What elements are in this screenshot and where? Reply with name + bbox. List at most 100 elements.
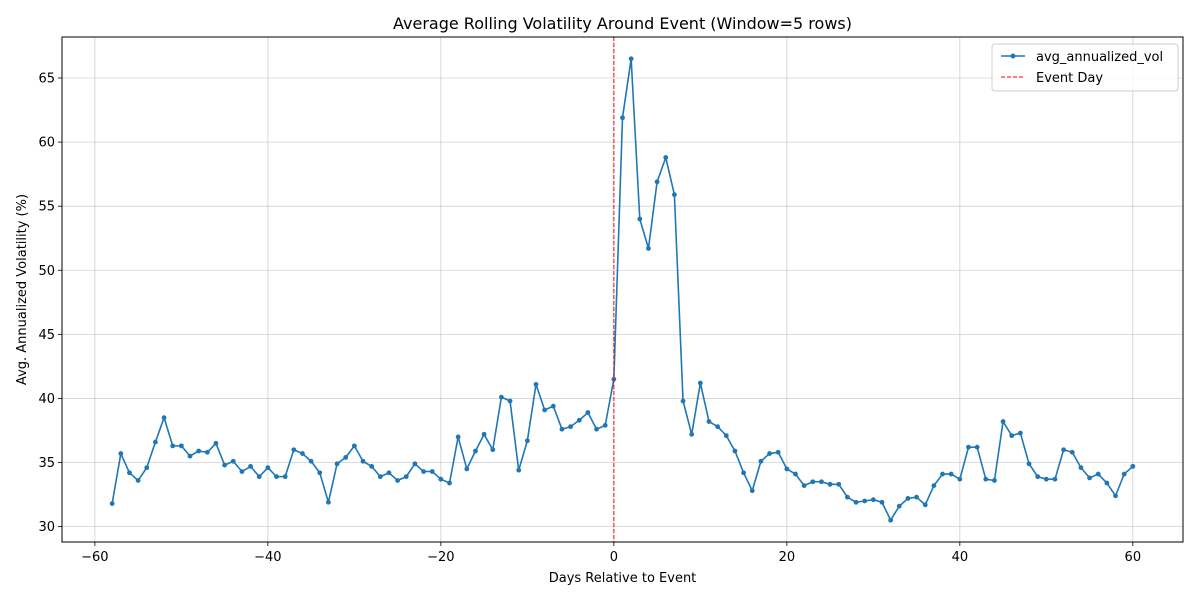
x-tick-label: −20 <box>427 550 454 565</box>
data-point <box>620 115 625 121</box>
x-tick-label: −40 <box>254 550 281 565</box>
data-point <box>308 458 314 464</box>
y-tick-label: 35 <box>38 456 55 471</box>
data-point <box>360 458 366 464</box>
data-point <box>836 481 842 487</box>
data-point <box>922 502 928 508</box>
data-point <box>671 192 677 198</box>
data-point <box>516 467 522 473</box>
data-point <box>447 480 452 486</box>
data-point <box>1000 419 1006 424</box>
x-tick-label: 0 <box>610 550 618 565</box>
data-point <box>524 438 530 444</box>
data-point <box>351 443 357 449</box>
plot-frame <box>61 36 1184 543</box>
data-point <box>1069 449 1075 455</box>
data-point <box>594 426 599 432</box>
legend-box <box>991 43 1179 92</box>
data-point <box>784 466 790 472</box>
data-point <box>377 474 383 480</box>
legend-label-vol: avg_annualized_vol <box>1036 50 1163 65</box>
y-tick-label: 55 <box>38 200 55 215</box>
data-point <box>870 497 876 503</box>
y-tick-label: 60 <box>38 136 55 151</box>
data-point <box>879 499 885 505</box>
data-point <box>1121 471 1127 477</box>
data-point <box>689 431 695 437</box>
data-point <box>204 449 210 455</box>
data-point <box>568 424 574 430</box>
y-tick-label: 65 <box>38 72 55 87</box>
data-point <box>550 403 556 409</box>
data-point <box>758 458 764 464</box>
x-tick-label: 40 <box>952 550 969 565</box>
grid <box>62 37 1183 542</box>
data-point <box>1078 465 1084 471</box>
data-point <box>844 494 850 500</box>
data-point <box>542 407 548 413</box>
data-point <box>239 469 245 474</box>
data-point <box>473 448 478 454</box>
x-tick-label: 60 <box>1125 550 1142 565</box>
data-point <box>161 415 167 421</box>
data-point <box>732 448 738 454</box>
data-point <box>438 476 444 482</box>
data-point <box>230 458 236 464</box>
data-point <box>291 447 297 453</box>
data-point <box>490 447 496 453</box>
data-point <box>282 474 288 480</box>
data-point <box>723 433 729 439</box>
data-point <box>819 479 824 485</box>
data-point <box>862 498 868 504</box>
y-tick-label: 40 <box>38 392 55 407</box>
data-point <box>386 470 392 476</box>
data-point <box>983 476 989 482</box>
data-point <box>1017 430 1023 436</box>
data-point <box>801 483 807 489</box>
data-point <box>1061 447 1067 453</box>
data-point <box>1052 476 1058 482</box>
data-point <box>914 494 919 500</box>
data-point <box>109 501 115 506</box>
data-point <box>135 478 141 483</box>
data-point <box>905 496 911 501</box>
x-tick-label: 20 <box>779 550 796 565</box>
data-point <box>153 439 158 445</box>
data-point <box>767 451 772 456</box>
data-point <box>256 474 262 480</box>
data-point <box>222 462 228 468</box>
data-point <box>429 469 435 474</box>
data-point <box>265 465 271 471</box>
data-point <box>421 469 426 474</box>
data-point <box>948 471 954 477</box>
data-point <box>680 398 686 404</box>
data-point <box>992 478 997 483</box>
data-point <box>317 470 323 476</box>
x-axis-label: Days Relative to Event <box>549 571 697 586</box>
data-point <box>931 483 937 489</box>
data-point <box>300 451 305 456</box>
data-point <box>274 474 279 480</box>
data-point <box>1035 474 1041 480</box>
data-point <box>1104 480 1110 486</box>
series-layer <box>109 37 1136 542</box>
data-point <box>464 466 470 472</box>
data-point <box>187 453 193 459</box>
x-tick-label: −60 <box>81 550 108 565</box>
data-point <box>810 479 816 485</box>
data-point <box>248 463 253 469</box>
data-point <box>1113 493 1118 499</box>
y-axis-label: Avg. Annualized Volatility (%) <box>15 194 30 385</box>
data-point <box>178 443 184 449</box>
data-point <box>213 440 219 446</box>
data-point <box>646 246 651 251</box>
data-point <box>412 461 418 467</box>
y-tick-label: 50 <box>38 264 55 279</box>
data-point <box>1026 461 1032 467</box>
legend: avg_annualized_vol Event Day <box>991 43 1179 92</box>
data-point <box>1009 433 1015 439</box>
data-point <box>1130 463 1136 469</box>
data-point <box>637 216 643 222</box>
data-point <box>499 394 504 400</box>
